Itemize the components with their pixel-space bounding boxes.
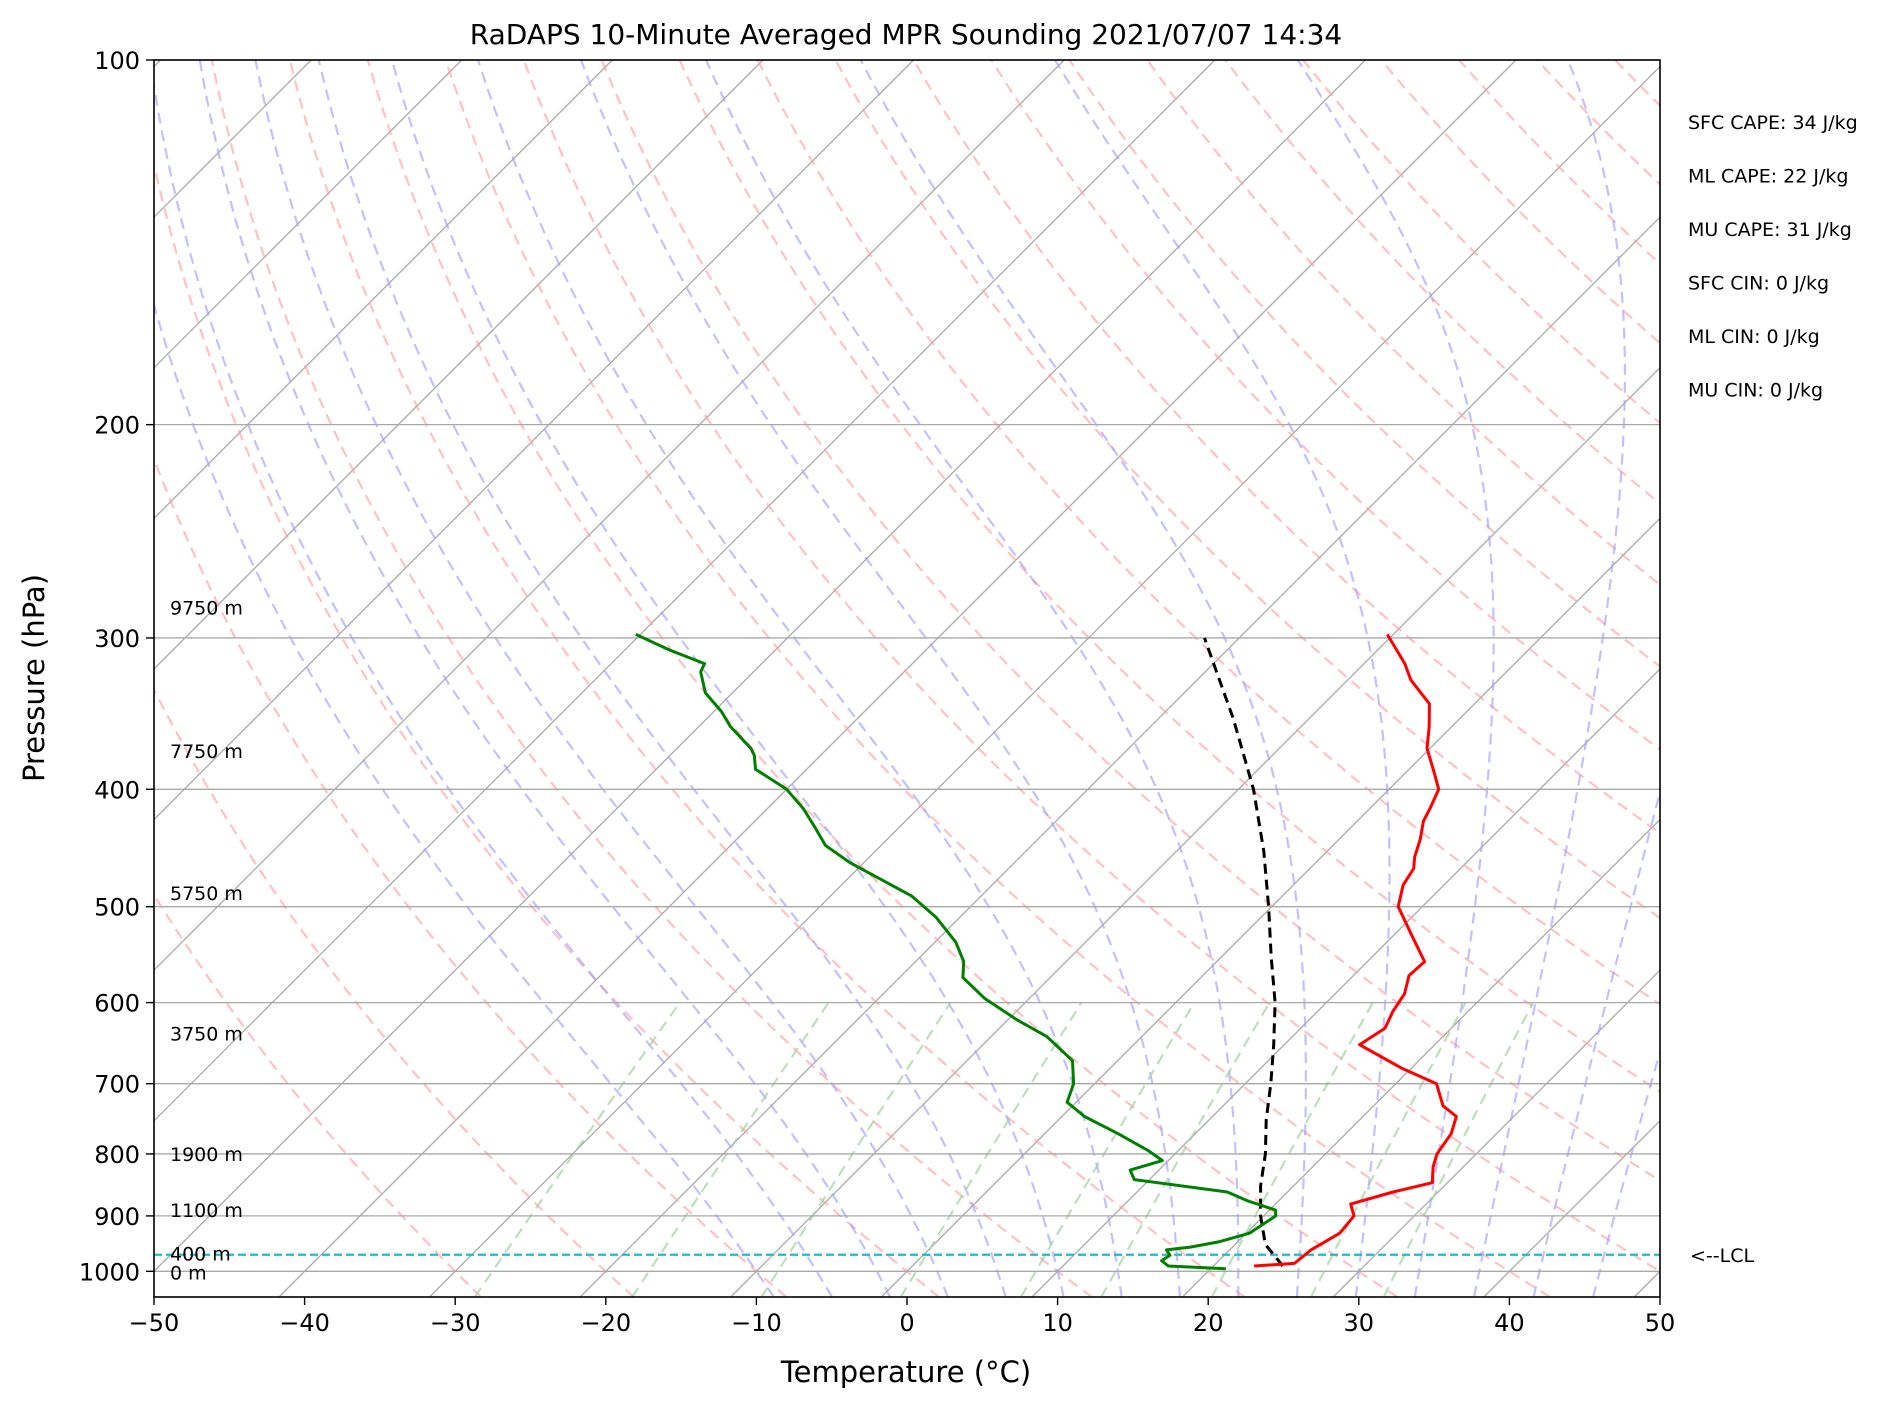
x-tick-label: 40	[1494, 1309, 1525, 1337]
y-tick-label: 900	[94, 1203, 140, 1231]
y-tick-label: 300	[94, 625, 140, 653]
dry-adiabat-line	[288, 60, 1246, 1297]
isotherm-line	[154, 60, 1366, 1273]
background-lines	[154, 60, 1660, 1297]
dry-adiabat-line	[154, 892, 482, 1297]
y-tick-label: 200	[94, 412, 140, 440]
height-label: 0 m	[170, 1262, 207, 1284]
dry-adiabat-line	[756, 60, 1660, 1006]
isotherm-line	[154, 60, 613, 520]
x-tick-label: −30	[430, 1309, 481, 1337]
y-axis-label: Pressure (hPa)	[17, 574, 51, 782]
dry-adiabat-line	[522, 60, 1660, 1273]
height-label: 1900 m	[170, 1144, 243, 1166]
dry-adiabat-line	[678, 60, 1660, 1094]
mixing-ratio-line	[1310, 1002, 1467, 1297]
moist-adiabat-line	[317, 60, 1007, 1297]
sounding-traces	[635, 633, 1458, 1271]
height-label: 7750 m	[170, 741, 243, 763]
x-tick-label: 50	[1645, 1309, 1676, 1337]
stat-text: MU CAPE: 31 J/kg	[1688, 219, 1852, 241]
stat-text: ML CIN: 0 J/kg	[1688, 326, 1820, 348]
x-axis-ticks: −50 −40 −30 −20 −10 0 10 20 30 40 50	[129, 1297, 1676, 1337]
moist-adiabat-line	[477, 60, 1123, 1297]
parameter-stats: SFC CAPE: 34 J/kg ML CAPE: 22 J/kg MU CAPE…	[1688, 112, 1858, 402]
mixing-ratio-line	[1210, 1002, 1374, 1297]
mixing-ratio-line	[760, 1001, 952, 1297]
y-tick-label: 700	[94, 1071, 140, 1099]
x-tick-label: −20	[580, 1309, 631, 1337]
isotherm-line	[1332, 969, 1660, 1297]
y-tick-label: 500	[94, 894, 140, 922]
y-tick-label: 100	[94, 47, 140, 75]
height-label: 1100 m	[170, 1200, 243, 1222]
moist-adiabat-line	[390, 60, 1065, 1297]
height-label: 400 m	[170, 1244, 231, 1266]
moist-adiabat-line	[154, 301, 775, 1297]
stat-text: SFC CIN: 0 J/kg	[1688, 273, 1829, 295]
isotherm-line	[429, 65, 1660, 1297]
moist-adiabat-line	[1532, 787, 1660, 1297]
isotherm-line	[154, 60, 463, 369]
stat-text: SFC CAPE: 34 J/kg	[1688, 112, 1858, 134]
y-tick-label: 1000	[79, 1258, 140, 1286]
mixing-ratio-line	[1100, 1002, 1271, 1297]
dry-adiabat-line	[444, 60, 1551, 1297]
dry-adiabat-line	[1146, 60, 1660, 587]
isotherm-line	[579, 216, 1660, 1297]
moist-adiabat-line	[1296, 60, 1495, 1297]
mixing-ratio-line	[899, 1002, 1083, 1297]
height-label: 5750 m	[170, 883, 243, 905]
x-tick-label: −40	[279, 1309, 330, 1337]
dry-adiabat-line	[154, 456, 788, 1297]
mixing-ratio-line	[631, 1001, 830, 1297]
moist-adiabat-line	[579, 60, 1181, 1297]
y-tick-label: 400	[94, 776, 140, 804]
x-tick-label: 30	[1344, 1309, 1375, 1337]
lcl-label: <--LCL	[1690, 1245, 1754, 1267]
x-tick-label: 20	[1193, 1309, 1224, 1337]
dry-adiabat-line	[154, 159, 940, 1297]
stat-text: ML CAPE: 22 J/kg	[1688, 166, 1848, 188]
mixing-ratio-line	[1019, 1002, 1196, 1297]
x-tick-label: −10	[731, 1309, 782, 1337]
isotherm-line	[278, 60, 1517, 1297]
dry-adiabat-line	[990, 60, 1660, 751]
isotherm-line	[154, 60, 914, 821]
moist-adiabat-line	[1053, 60, 1391, 1297]
moist-adiabat-line	[198, 60, 892, 1297]
x-tick-label: 10	[1042, 1309, 1073, 1337]
dry-adiabat-line	[366, 60, 1398, 1297]
mixing-ratio-line	[473, 1001, 681, 1297]
dewpoint-profile-line	[635, 633, 1278, 1271]
isotherm-line	[154, 60, 764, 670]
chart-title: RaDAPS 10-Minute Averaged MPR Sounding 2…	[470, 18, 1342, 51]
stat-text: MU CIN: 0 J/kg	[1688, 380, 1823, 402]
x-axis-label: Temperature (°C)	[780, 1355, 1031, 1389]
moist-adiabat-line	[859, 60, 1307, 1297]
mixing-ratio-line	[1382, 1002, 1535, 1297]
isotherm-line	[730, 366, 1660, 1297]
dry-adiabat-line	[210, 60, 1093, 1297]
height-label: 9750 m	[170, 597, 243, 619]
dry-adiabat-line	[600, 60, 1660, 1182]
isotherm-line	[1182, 818, 1660, 1297]
moist-adiabat-line	[254, 60, 949, 1297]
isotherm-line	[880, 517, 1660, 1297]
moist-adiabat-line	[154, 79, 833, 1297]
y-tick-label: 600	[94, 990, 140, 1018]
y-axis-ticks: 100 200 300 400 500 600 700 800 900 1000	[79, 47, 154, 1286]
temperature-profile-line	[1254, 633, 1458, 1268]
dry-adiabat-line	[154, 687, 635, 1297]
isotherm-line	[1031, 668, 1660, 1297]
isotherm-line	[154, 60, 1216, 1122]
x-tick-label: 0	[899, 1309, 914, 1337]
y-tick-label: 800	[94, 1141, 140, 1169]
x-tick-label: −50	[129, 1309, 180, 1337]
height-label: 3750 m	[170, 1023, 243, 1045]
